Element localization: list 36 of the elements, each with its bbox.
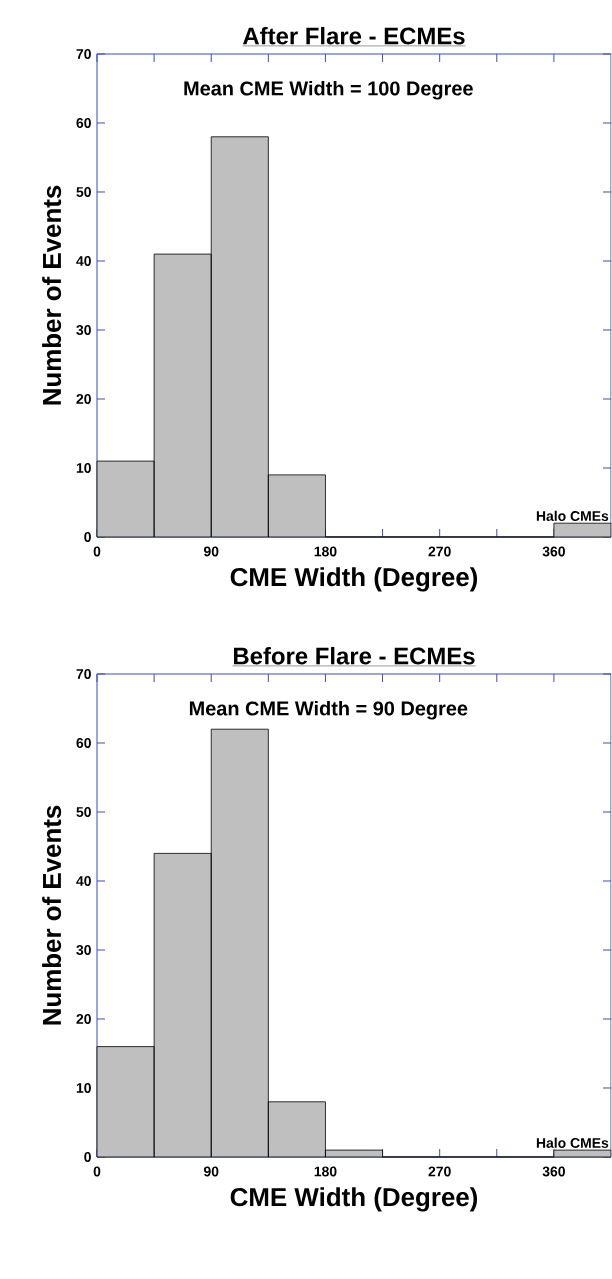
annotation: Mean CME Width = 90 Degree — [190, 700, 468, 720]
y-tick-label: 0 — [84, 532, 92, 542]
annotation: Halo CMEs — [537, 1137, 609, 1148]
annotation: Halo CMEs — [537, 510, 609, 521]
x-tick-label: 90 — [204, 1166, 219, 1177]
x-tick-label: 270 — [428, 1166, 451, 1177]
y-tick-label: 70 — [76, 669, 92, 679]
y-tick-label: 50 — [76, 187, 92, 197]
chart-title: Before Flare - ECMEs — [234, 646, 475, 665]
y-tick-label: 20 — [76, 394, 92, 404]
annotation: Mean CME Width = 100 Degree — [184, 80, 474, 100]
y-tick-label: 0 — [84, 1152, 92, 1162]
x-tick-label: 270 — [428, 546, 451, 557]
y-tick-label: 20 — [76, 1014, 92, 1024]
x-axis-title: CME Width (Degree) — [230, 567, 478, 592]
x-tick-label: 360 — [542, 546, 566, 557]
y-tick-label: 60 — [76, 118, 92, 128]
y-tick-label: 30 — [76, 945, 92, 955]
chart-title: After Flare - ECMEs — [243, 26, 465, 45]
x-tick-label: 360 — [542, 1166, 566, 1177]
x-tick-label: 180 — [314, 546, 337, 557]
x-tick-label: 180 — [314, 1166, 337, 1177]
x-axis-title: CME Width (Degree) — [230, 1187, 478, 1212]
y-tick-label: 40 — [76, 876, 92, 886]
y-tick-label: 40 — [76, 256, 92, 266]
x-tick-label: 0 — [93, 1166, 101, 1177]
y-tick-label: 30 — [76, 325, 92, 335]
y-tick-label: 60 — [76, 738, 92, 748]
y-tick-label: 10 — [77, 463, 92, 473]
x-tick-label: 0 — [93, 546, 101, 557]
y-axis-title: Number of Events — [42, 805, 62, 1025]
y-tick-label: 50 — [76, 807, 92, 817]
y-tick-label: 10 — [77, 1083, 92, 1093]
y-tick-label: 70 — [76, 49, 92, 59]
y-axis-title: Number of Events — [42, 185, 62, 405]
x-tick-label: 90 — [204, 546, 219, 557]
